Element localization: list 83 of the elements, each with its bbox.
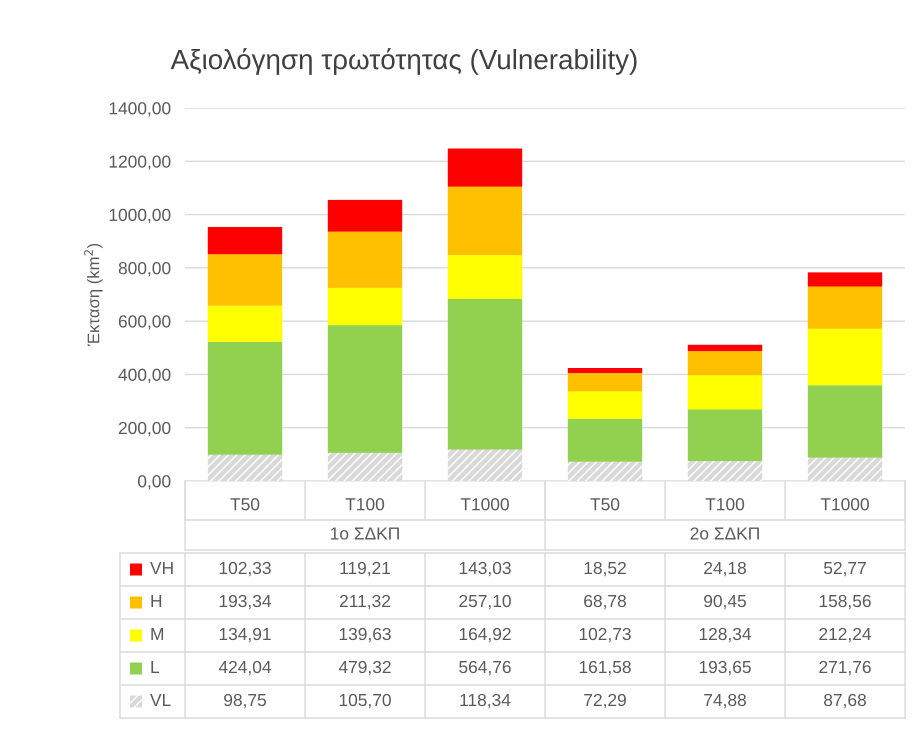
data-label: 143,03 — [460, 562, 511, 576]
bar — [328, 200, 402, 232]
legend-label: VH — [150, 562, 173, 574]
data-label: 119,21 — [340, 562, 390, 576]
data-label: 52,77 — [824, 562, 866, 576]
data-label: 564,76 — [459, 660, 511, 676]
x-tick-label: T100 — [346, 498, 384, 510]
data-label: 72,29 — [584, 694, 626, 708]
text: 2ο ΣΔΚΠ — [690, 527, 759, 540]
bar — [688, 344, 762, 352]
data-label: 212,24 — [819, 628, 872, 642]
y-tick-label: 1200,00 — [110, 155, 170, 170]
bar — [208, 306, 282, 342]
bar — [448, 255, 522, 300]
bar — [448, 186, 522, 256]
bar — [208, 454, 282, 481]
data-label: 98,75 — [224, 694, 266, 708]
data-label: 87,68 — [824, 694, 866, 708]
data-label: 118,34 — [460, 694, 510, 708]
data-label: 18,52 — [584, 562, 626, 576]
y-tick-label: 400,00 — [118, 368, 170, 383]
legend-label: L — [151, 661, 160, 673]
data-label: 211,32 — [340, 594, 390, 610]
data-label: 164,92 — [460, 628, 511, 642]
x-tick-label: T50 — [590, 498, 620, 510]
bar — [328, 325, 402, 453]
data-label: 105,70 — [340, 694, 391, 708]
bar — [808, 328, 882, 386]
data-label: 68,78 — [584, 594, 626, 610]
data-label: 139,63 — [340, 628, 391, 642]
bar — [808, 286, 882, 329]
x-tick-label: T100 — [706, 498, 744, 510]
x-tick-label: T1000 — [460, 498, 509, 510]
bar — [568, 391, 642, 419]
bar — [208, 226, 282, 254]
y-tick-label: 200,00 — [118, 422, 170, 436]
bar — [688, 375, 762, 410]
bar — [688, 351, 762, 376]
bar — [328, 288, 402, 326]
data-label: 271,76 — [819, 660, 871, 676]
data-label: 134,91 — [220, 628, 271, 642]
bar — [448, 299, 522, 450]
legend-label: H — [151, 595, 162, 607]
data-label: 257,10 — [459, 594, 511, 610]
bar — [568, 418, 642, 462]
bar — [448, 449, 522, 481]
legend-label: VL — [150, 694, 171, 706]
bar — [688, 461, 762, 481]
bar — [688, 409, 762, 462]
data-label: 102,33 — [220, 562, 271, 576]
data-label: 74,88 — [704, 694, 746, 708]
bar — [808, 272, 882, 286]
y-tick-label: 1400,00 — [110, 102, 170, 117]
bar — [328, 452, 402, 481]
data-label: 479,32 — [338, 660, 391, 676]
data-label: 24,18 — [704, 562, 746, 576]
bar — [568, 368, 642, 373]
legend-label: M — [151, 628, 164, 640]
bar — [448, 148, 522, 187]
data-label: 90,45 — [704, 594, 746, 610]
y-tick-label: 0,00 — [138, 475, 170, 490]
bar — [808, 385, 882, 458]
y-axis-title: Έκταση (km$^{2}$) — [84, 244, 103, 346]
y-tick-label: 1000,00 — [110, 208, 170, 224]
bar — [568, 462, 642, 481]
bar — [808, 458, 882, 481]
bar — [208, 254, 282, 306]
data-label: 102,73 — [580, 628, 631, 642]
x-tick-label: T1000 — [820, 498, 869, 510]
x-tick-label: T50 — [230, 498, 260, 510]
chart-title: Αξιολόγηση τρωτότητας (Vulnerability) — [170, 48, 637, 75]
data-label: 158,56 — [820, 594, 871, 610]
data-label: 424,04 — [218, 660, 272, 676]
bar — [208, 342, 282, 455]
text: 1ο ΣΔΚΠ — [331, 528, 399, 540]
bar — [328, 232, 402, 288]
y-tick-label: 800,00 — [118, 262, 170, 276]
data-label: 128,34 — [700, 628, 752, 642]
data-label: 161,58 — [580, 660, 631, 676]
data-label: 193,34 — [220, 594, 272, 610]
bar — [568, 372, 642, 392]
data-label: 193,65 — [700, 660, 751, 676]
y-tick-label: 600,00 — [118, 315, 170, 330]
